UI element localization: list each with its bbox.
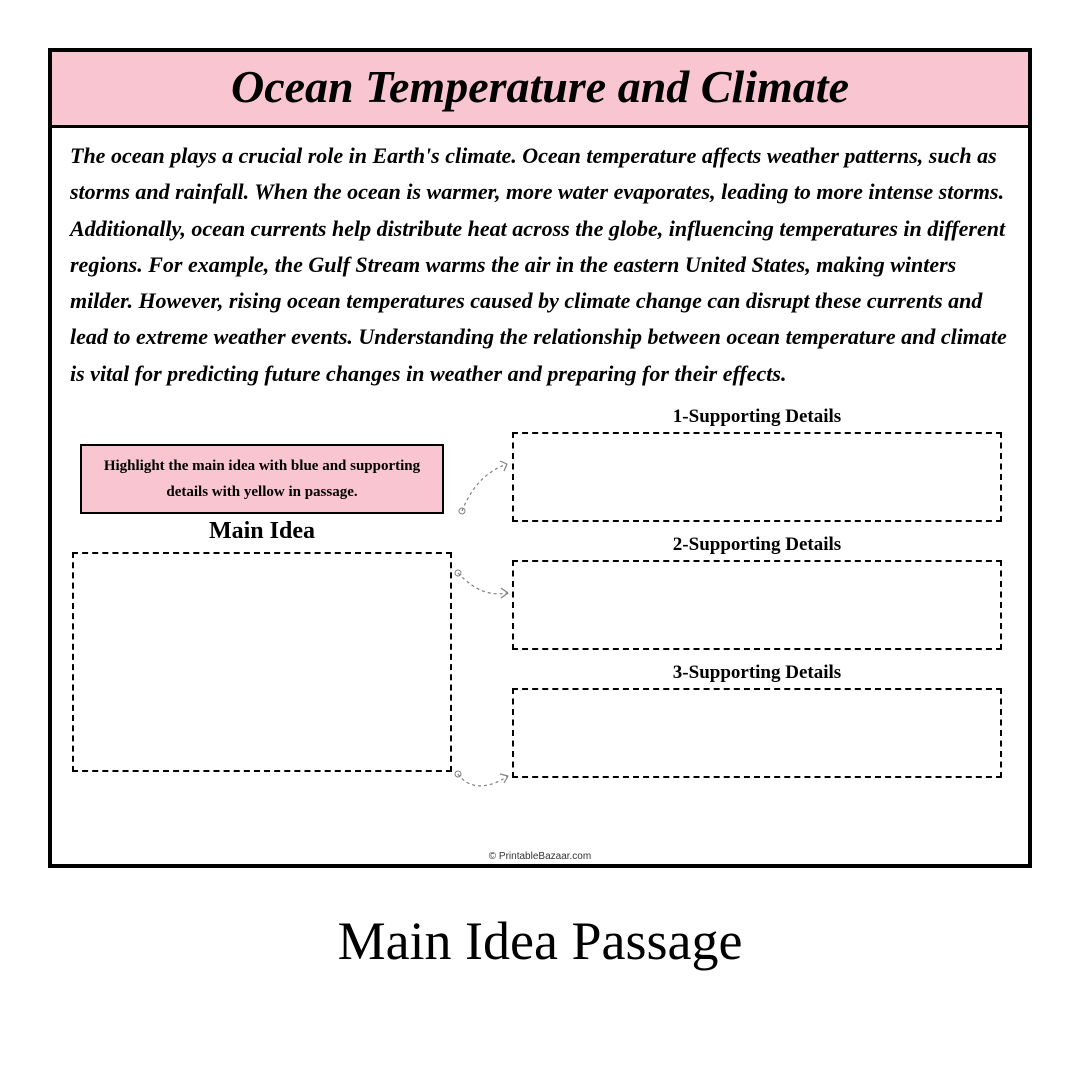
instruction-box: Highlight the main idea with blue and su…: [80, 444, 444, 514]
worksheet-page: Ocean Temperature and Climate The ocean …: [48, 48, 1032, 868]
detail-2-input-box[interactable]: [512, 560, 1002, 650]
main-idea-input-box[interactable]: [72, 552, 452, 772]
page-caption: Main Idea Passage: [0, 910, 1080, 972]
detail-3-input-box[interactable]: [512, 688, 1002, 778]
title-bar: Ocean Temperature and Climate: [52, 52, 1028, 128]
footer-credit: © PrintableBazaar.com: [52, 851, 1028, 862]
detail-2-label: 2-Supporting Details: [512, 534, 1002, 556]
detail-1-input-box[interactable]: [512, 432, 1002, 522]
main-idea-label: Main Idea: [72, 518, 452, 545]
passage-text: The ocean plays a crucial role in Earth'…: [52, 128, 1028, 400]
detail-3-label: 3-Supporting Details: [512, 662, 1002, 684]
graphic-organizer: Highlight the main idea with blue and su…: [52, 406, 1028, 826]
worksheet-title: Ocean Temperature and Climate: [52, 60, 1028, 113]
arrow-icon: [450, 561, 520, 621]
arrow-icon: [450, 746, 520, 806]
detail-1-label: 1-Supporting Details: [512, 406, 1002, 428]
